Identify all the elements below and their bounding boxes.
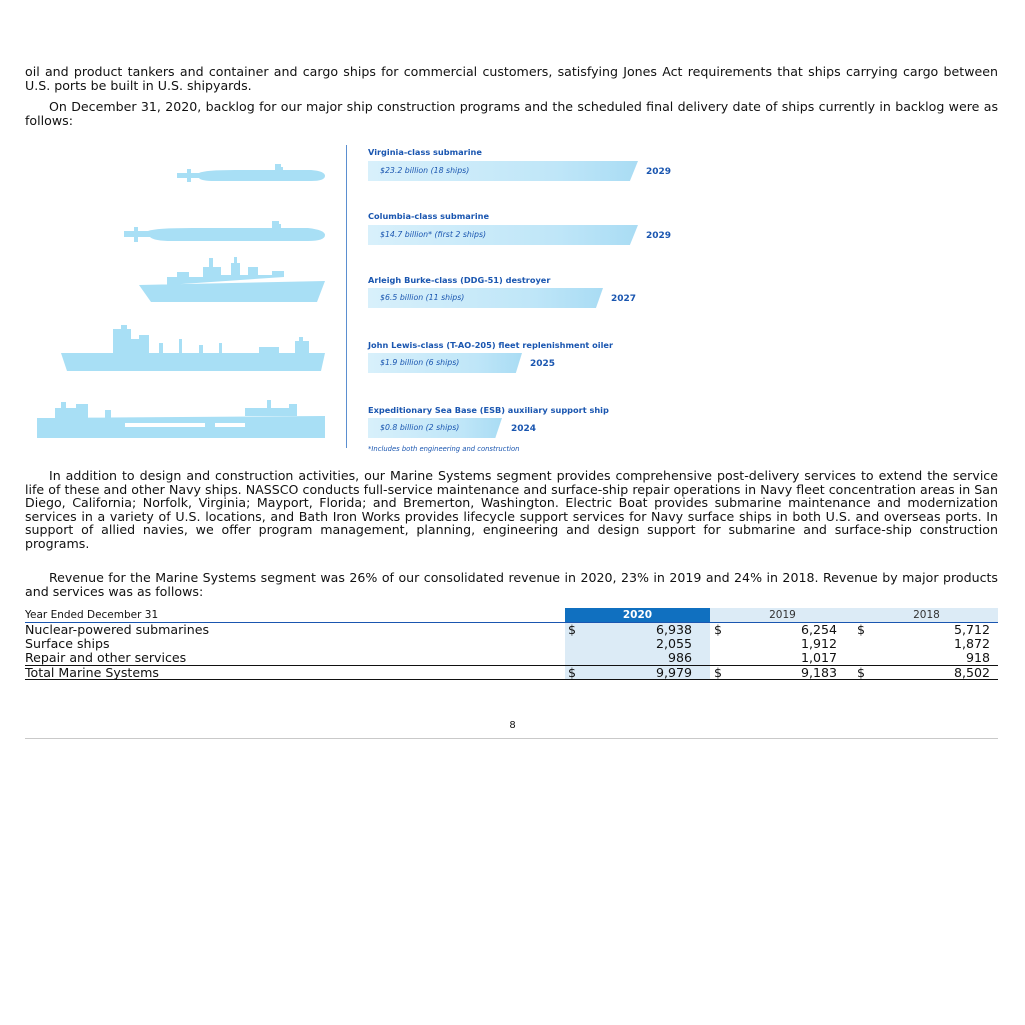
currency-symbol: $ bbox=[714, 665, 723, 680]
backlog-value: $14.7 billion* (first 2 ships) bbox=[380, 230, 487, 239]
program-title: Arleigh Burke-class (DDG-51) destroyer bbox=[368, 275, 551, 285]
revenue-table: Year Ended December 31 2020 2019 2018 Nu… bbox=[25, 608, 998, 680]
backlog-value: $1.9 billion (6 ships) bbox=[380, 358, 460, 367]
backlog-value: $6.5 billion (11 ships) bbox=[380, 293, 465, 302]
value-2018: 5,712 bbox=[953, 622, 990, 637]
table-total-row: Total Marine Systems $ 9,979 $ 9,183 $ 8… bbox=[25, 665, 998, 680]
backlog-bar-fill bbox=[368, 288, 603, 308]
column-header-2018: 2018 bbox=[855, 608, 998, 622]
column-header-2020: 2020 bbox=[565, 608, 710, 622]
intro-paragraph: oil and product tankers and container an… bbox=[25, 64, 998, 93]
value-2020: 6,938 bbox=[655, 622, 692, 637]
row-label: Surface ships bbox=[25, 636, 110, 651]
currency-symbol: $ bbox=[857, 665, 866, 680]
program-title: Virginia-class submarine bbox=[368, 147, 482, 157]
value-2019: 1,912 bbox=[800, 636, 837, 651]
backlog-bar-fill bbox=[368, 353, 522, 373]
program-title: Expeditionary Sea Base (ESB) auxiliary s… bbox=[368, 405, 609, 415]
backlog-bar-fill bbox=[368, 418, 502, 438]
row-label: Total Marine Systems bbox=[25, 665, 159, 680]
row-label: Repair and other services bbox=[25, 650, 187, 665]
destroyer-icon bbox=[137, 255, 327, 305]
table-row: Repair and other services 986 1,017 918 bbox=[25, 651, 998, 665]
services-paragraph: In addition to design and construction a… bbox=[25, 468, 998, 551]
currency-symbol: $ bbox=[714, 622, 723, 637]
delivery-year: 2029 bbox=[646, 167, 672, 177]
table-row: Nuclear-powered submarines $ 6,938 $ 6,2… bbox=[25, 623, 998, 637]
submarine-icon bbox=[175, 162, 327, 186]
value-2019: 9,183 bbox=[800, 665, 837, 680]
page-number: 8 bbox=[509, 720, 516, 731]
value-2018: 8,502 bbox=[953, 665, 990, 680]
delivery-year: 2027 bbox=[611, 294, 637, 304]
backlog-value: $23.2 billion (18 ships) bbox=[380, 166, 470, 175]
value-2018: 1,872 bbox=[953, 636, 990, 651]
currency-symbol: $ bbox=[568, 665, 577, 680]
backlog-bar-fill bbox=[368, 161, 638, 181]
currency-symbol: $ bbox=[857, 622, 866, 637]
revenue-intro-paragraph: Revenue for the Marine Systems segment w… bbox=[25, 570, 998, 599]
row-label: Nuclear-powered submarines bbox=[25, 622, 210, 637]
table-header-row: Year Ended December 31 2020 2019 2018 bbox=[25, 608, 998, 623]
backlog-infographic: Virginia-class submarine $23.2 billion (… bbox=[25, 140, 685, 458]
currency-symbol: $ bbox=[568, 622, 577, 637]
column-header-2019: 2019 bbox=[710, 608, 855, 622]
program-title: Columbia-class submarine bbox=[368, 211, 490, 221]
infographic-footnote: *Includes both engineering and construct… bbox=[368, 445, 520, 453]
value-2019: 6,254 bbox=[800, 622, 837, 637]
submarine-icon bbox=[122, 220, 327, 246]
value-2019: 1,017 bbox=[800, 650, 837, 665]
backlog-bar-fill bbox=[368, 225, 638, 245]
backlog-intro-paragraph: On December 31, 2020, backlog for our ma… bbox=[25, 99, 998, 128]
infographic-divider bbox=[346, 145, 347, 448]
footer-divider bbox=[25, 738, 998, 739]
value-2018: 918 bbox=[965, 650, 990, 665]
oiler-icon bbox=[59, 323, 327, 373]
delivery-year: 2024 bbox=[511, 424, 537, 434]
value-2020: 2,055 bbox=[655, 636, 692, 651]
table-header-label: Year Ended December 31 bbox=[25, 609, 159, 621]
value-2020: 986 bbox=[667, 650, 692, 665]
sea-base-icon bbox=[35, 396, 327, 440]
table-row: Surface ships 2,055 1,912 1,872 bbox=[25, 637, 998, 651]
backlog-value: $0.8 billion (2 ships) bbox=[380, 423, 460, 432]
value-2020: 9,979 bbox=[655, 665, 692, 680]
delivery-year: 2029 bbox=[646, 231, 672, 241]
program-title: John Lewis-class (T-AO-205) fleet replen… bbox=[368, 340, 614, 350]
delivery-year: 2025 bbox=[530, 359, 556, 369]
